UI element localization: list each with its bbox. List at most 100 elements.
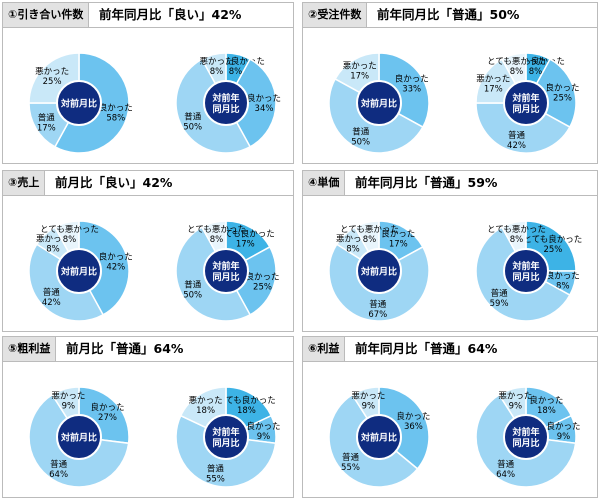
- slice-value-label: 55%: [341, 463, 360, 473]
- slice-value-label: 17%: [350, 71, 369, 81]
- center-label: 対前月比: [360, 432, 397, 444]
- slice-name-label: とても良かった: [206, 56, 265, 67]
- center-label: 対前月比: [360, 98, 397, 110]
- center-label-line2: 同月比: [512, 271, 539, 283]
- slice-name-label: 悪かった: [51, 392, 85, 402]
- slice-name-label: 普通: [342, 452, 360, 463]
- slice-name-label: 普通: [369, 299, 387, 310]
- slice-name-label: 良かった: [246, 421, 280, 432]
- donut-pair: 良かった58%普通17%悪かった25%対前月比とても良かった8%良かった34%普…: [28, 52, 281, 154]
- donut-center-badge: [356, 80, 402, 126]
- slice-value-label: 9%: [509, 402, 523, 412]
- pie-slice: [378, 386, 430, 470]
- panel-title: 前年同月比「普通」64%: [355, 341, 498, 356]
- slice-name-label: 悪かった: [476, 75, 510, 85]
- slice-value-label: 50%: [351, 137, 370, 147]
- slice-value-label: 8%: [46, 244, 60, 254]
- slice-name-label: 良かった: [99, 103, 133, 114]
- slice-value-label: 25%: [543, 245, 562, 255]
- chart-panel: ③売上 前月比「良い」42% 良かった 42% 普通 42% 悪かった 8% とても悪かった 8%…: [2, 170, 294, 332]
- slice-value-label: 9%: [62, 402, 76, 412]
- donut-center-badge: [503, 414, 549, 460]
- slice-name-label: とても良かった: [506, 56, 565, 67]
- slice-value-label: 8%: [229, 67, 243, 77]
- slice-value-label: 55%: [206, 475, 225, 485]
- slice-name-label: 良かった: [545, 82, 579, 93]
- center-label-line1: 対前年: [511, 426, 539, 438]
- panel-header: ①引き合い件数 前年同月比「良い」42%: [3, 3, 293, 28]
- donut-center-badge: [56, 80, 102, 126]
- slice-value-label: 8%: [63, 235, 77, 245]
- center-label-line1: 対前年: [511, 92, 539, 104]
- slice-value-label: 8%: [510, 67, 524, 77]
- slice-value-label: 9%: [257, 432, 271, 442]
- center-label-line1: 対前年: [211, 426, 239, 438]
- slice-value-label: 67%: [368, 310, 387, 320]
- panel-tag: ④単価: [303, 171, 346, 195]
- slice-value-label: 8%: [529, 67, 543, 77]
- center-label: 対前月比: [60, 266, 97, 278]
- slice-name-label: 良かった: [546, 421, 580, 432]
- panel-header: ④単価 前年同月比「普通」59%: [303, 171, 597, 196]
- slice-name-label: 普通: [50, 459, 68, 470]
- donut-center-badge: [503, 80, 549, 126]
- panel-tag: ①引き合い件数: [3, 3, 90, 27]
- center-label-line1: 対前年: [511, 260, 539, 272]
- slice-name-label: 悪かった: [36, 234, 70, 244]
- slice-value-label: 27%: [98, 413, 117, 423]
- slice-value-label: 18%: [237, 406, 256, 416]
- panel-title: 前年同月比「普通」59%: [355, 175, 498, 190]
- slice-value-label: 8%: [346, 244, 360, 254]
- slice-name-label: とても悪かった: [187, 225, 246, 235]
- slice-value-label: 8%: [210, 235, 224, 245]
- panel-title: 前月比「普通」64%: [66, 341, 184, 356]
- slice-value-label: 50%: [183, 122, 202, 132]
- slice-value-label: 59%: [490, 299, 509, 309]
- panel-tag: ②受注件数: [303, 3, 368, 27]
- slice-value-label: 64%: [496, 470, 515, 480]
- slice-value-label: 58%: [106, 114, 125, 124]
- slice-value-label: 8%: [556, 282, 570, 292]
- center-label-line2: 同月比: [512, 437, 539, 449]
- slice-value-label: 25%: [553, 93, 572, 103]
- slice-value-label: 8%: [363, 235, 377, 245]
- chart-panel: ②受注件数 前年同月比「普通」50% 良かった 33% 普通 50% 悪かった 17% 対前月比…: [302, 2, 598, 164]
- chart-panel: ①引き合い件数 前年同月比「良い」42% 良かった 58% 普通 17% 悪かった 25% 対前…: [2, 2, 294, 164]
- panel-header: ②受注件数 前年同月比「普通」50%: [303, 3, 597, 28]
- pie-slice: [475, 102, 571, 154]
- slice-name-label: 良かった: [381, 228, 415, 239]
- slice-value-label: 9%: [362, 402, 376, 412]
- slice-value-label: 17%: [389, 239, 408, 249]
- donut-pair: 良かった33%普通50%悪かった17%対前月比とても良かった8%良かった25%普…: [328, 52, 580, 154]
- slice-value-label: 42%: [106, 263, 125, 273]
- slice-name-label: 良かった: [247, 93, 281, 104]
- donut-center-badge: [56, 248, 102, 294]
- slice-value-label: 17%: [484, 85, 503, 95]
- slice-value-label: 18%: [196, 406, 215, 416]
- slice-name-label: とても悪かった: [340, 225, 399, 235]
- slice-name-label: 良かった: [395, 74, 429, 85]
- slice-name-label: 普通: [352, 126, 370, 137]
- donut-pair: 良かった27%普通64%悪かった9%対前月比とても良かった18%良かった9%普通…: [28, 386, 281, 488]
- slice-value-label: 25%: [43, 77, 62, 87]
- center-label: 対前月比: [360, 266, 397, 278]
- slice-name-label: 良かった: [546, 271, 580, 282]
- center-label-line1: 対前年: [211, 260, 239, 272]
- donut-center-badge: [56, 414, 102, 460]
- slice-name-label: とても悪かった: [487, 57, 546, 67]
- slice-value-label: 42%: [42, 298, 61, 308]
- slice-value-label: 36%: [404, 422, 423, 432]
- slice-name-label: 良かった: [529, 395, 563, 406]
- slice-name-label: 悪かった: [199, 57, 233, 67]
- slice-value-label: 42%: [507, 141, 526, 151]
- center-label-line2: 同月比: [212, 271, 239, 283]
- slice-name-label: 良かった: [99, 252, 133, 263]
